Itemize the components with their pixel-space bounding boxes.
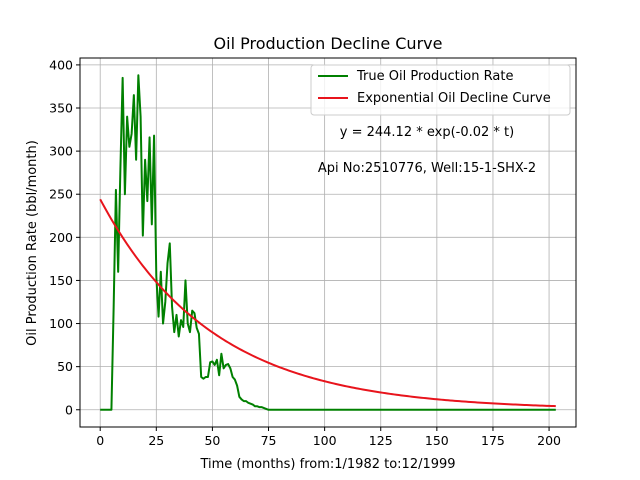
y-axis-label: Oil Production Rate (bbl/month) — [25, 140, 40, 346]
x-tick-label: 100 — [313, 433, 337, 448]
x-tick-label: 175 — [481, 433, 505, 448]
x-tick-label: 125 — [369, 433, 393, 448]
series-line-exponential — [99, 198, 556, 408]
y-tick-label: 350 — [49, 101, 73, 116]
series-line-true-rate — [100, 74, 556, 411]
y-tick-label: 250 — [49, 187, 73, 202]
y-axis-ticks: 0 50 100 150 200 250 300 350 400 — [49, 57, 80, 417]
x-tick-label: 200 — [537, 433, 561, 448]
x-tick-label: 0 — [96, 433, 104, 448]
y-tick-label: 150 — [49, 273, 73, 288]
y-tick-label: 50 — [57, 359, 73, 374]
y-tick-label: 100 — [49, 316, 73, 331]
y-tick-label: 400 — [49, 57, 73, 72]
x-tick-label: 25 — [148, 433, 164, 448]
x-axis-label: Time (months) from:1/1982 to:12/1999 — [199, 457, 455, 472]
legend-box — [310, 64, 571, 116]
legend-label-true-rate: True Oil Production Rate — [356, 69, 513, 84]
legend-label-exponential: Exponential Oil Decline Curve — [357, 91, 551, 106]
well-annotation: Api No:2510776, Well:15-1-SHX-2 — [318, 161, 536, 176]
x-tick-label: 75 — [261, 433, 277, 448]
x-axis-ticks: 0 25 50 75 100 125 150 175 200 — [96, 427, 561, 448]
x-tick-label: 50 — [204, 433, 220, 448]
y-tick-label: 0 — [65, 402, 73, 417]
y-tick-label: 300 — [49, 144, 73, 159]
plot-frame — [79, 57, 577, 428]
x-tick-label: 150 — [425, 433, 449, 448]
equation-annotation: y = 244.12 * exp(-0.02 * t) — [340, 125, 514, 140]
chart-title: Oil Production Decline Curve — [214, 34, 443, 53]
series-layer — [99, 74, 556, 411]
legend: True Oil Production Rate Exponential Oil… — [310, 64, 571, 116]
y-tick-label: 200 — [49, 230, 73, 245]
